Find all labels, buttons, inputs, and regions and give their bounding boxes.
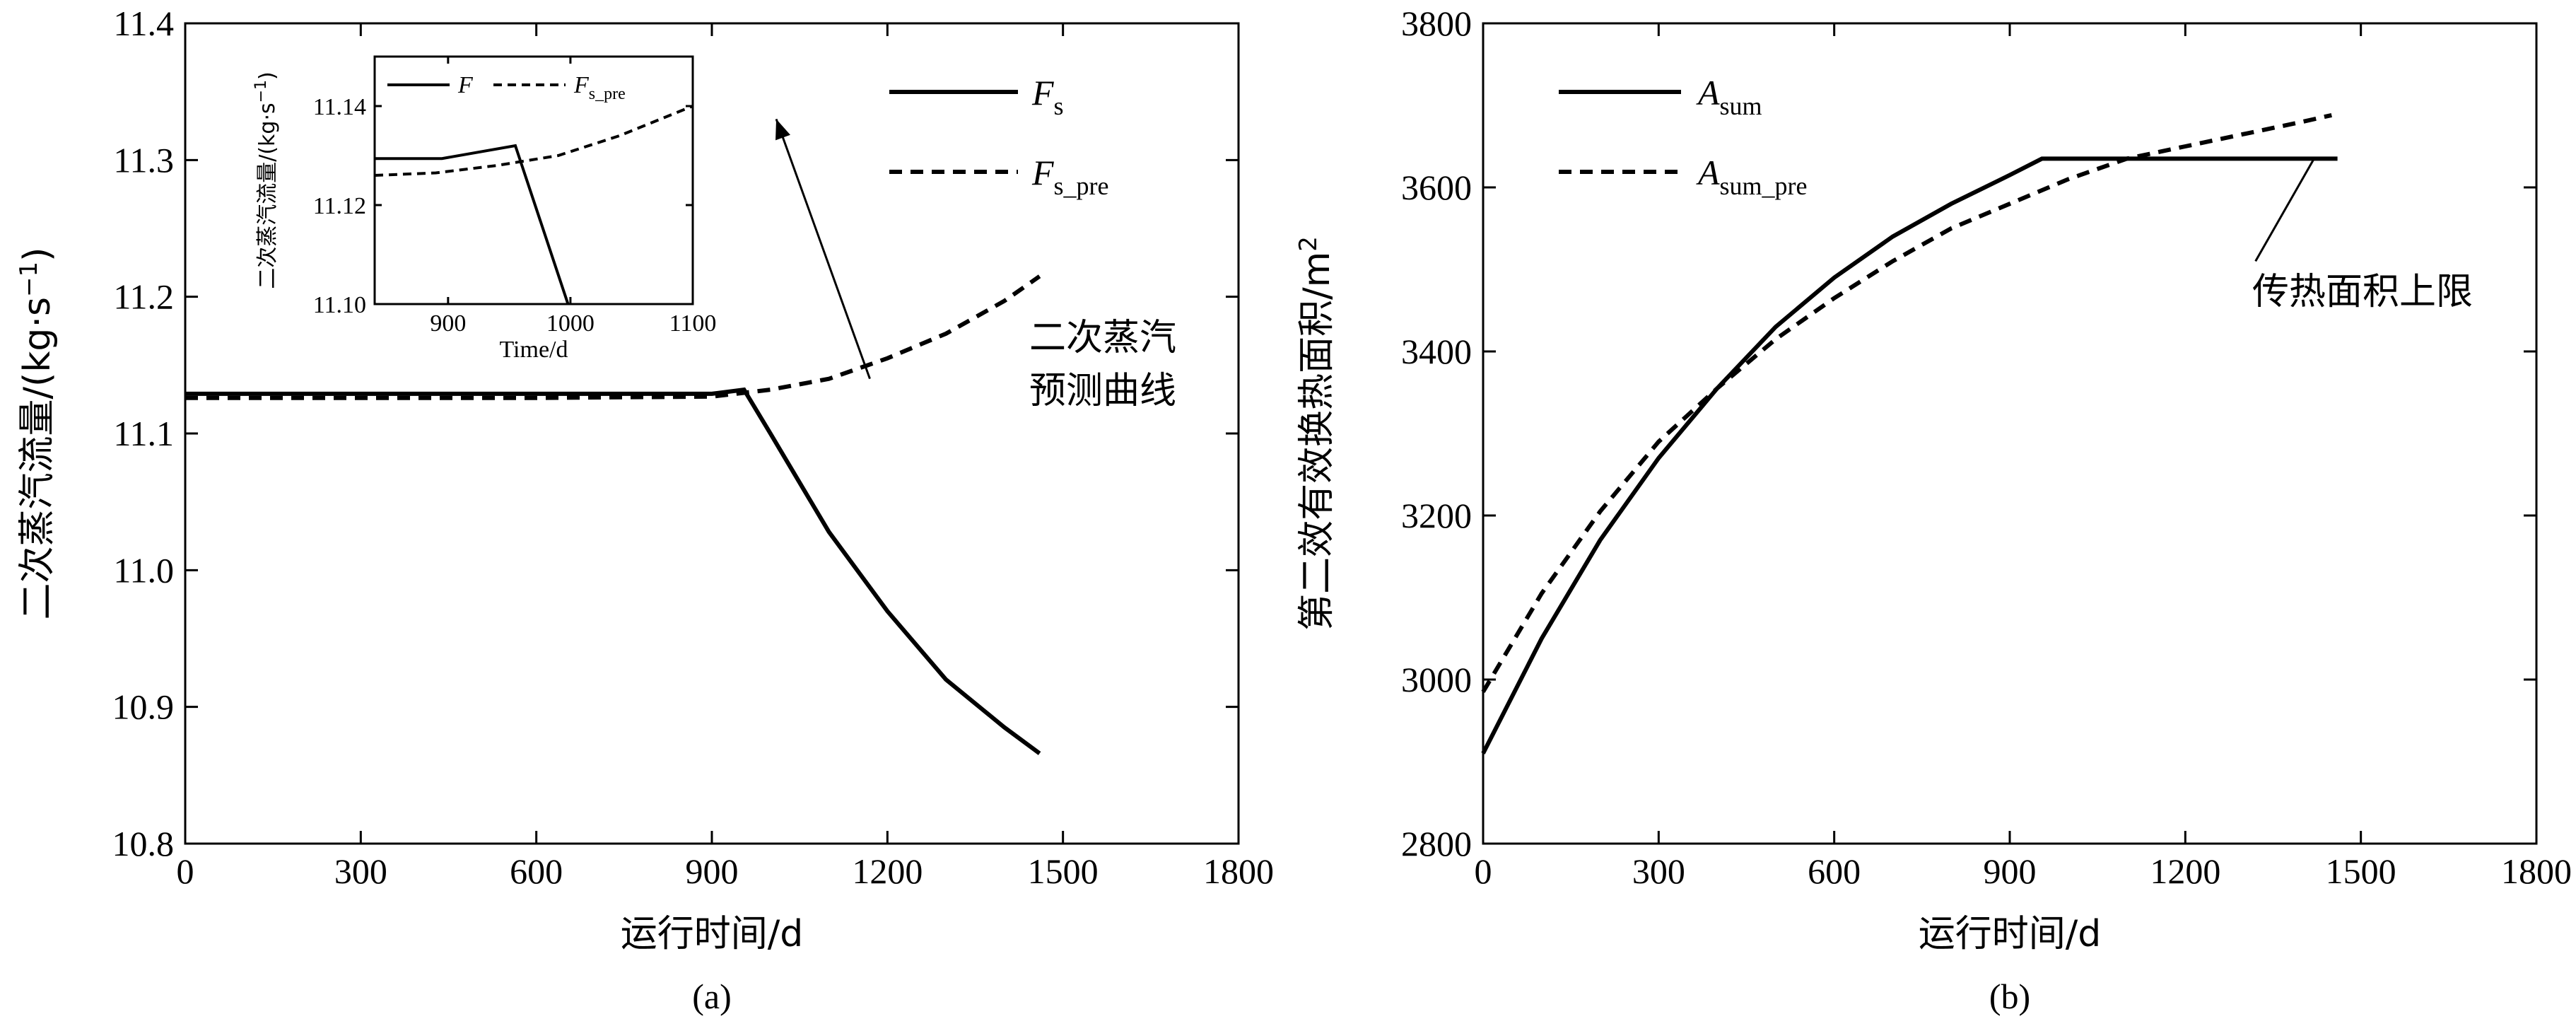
panel-b-series: [1481, 112, 2338, 755]
legend-main: F: [1031, 153, 1054, 192]
panel-a-ticks: 0 300 600 900 1200 1500 1800 10.8 10.9 11.0 11.1 11…: [112, 4, 1275, 891]
inset-frame: [373, 55, 694, 305]
inset-legend-label-2: Fs_pre: [573, 72, 626, 103]
y-tick-label: 10.8: [112, 824, 175, 863]
inset-series-line: [375, 144, 570, 305]
x-tick-label: 900: [686, 851, 739, 891]
inset-y-tick-label: 11.14: [313, 94, 366, 120]
panel-a-ylabel-main: 二次蒸汽流量/(kg·s: [16, 297, 59, 620]
y-tick-label: 11.0: [113, 550, 174, 590]
legend-sub: s_pre: [1054, 172, 1109, 200]
panel-b-ylabel: 第二效有效换热面积/m2: [1294, 236, 1338, 631]
legend-sub: s: [1054, 92, 1064, 120]
x-tick-label: 300: [1632, 851, 1685, 891]
inset-x-tick-label: 1000: [546, 310, 595, 337]
annotation-pointer: [2254, 158, 2315, 262]
x-tick-label: 1800: [2501, 851, 2572, 891]
panel-b-caption: (b): [1989, 977, 2030, 1016]
legend-main: A: [1696, 73, 1720, 112]
x-tick-label: 1200: [2150, 851, 2220, 891]
inset-x-tick-label: 1100: [669, 310, 717, 337]
x-tick-label: 1800: [1203, 851, 1274, 891]
annotation-arrow-head: [775, 119, 790, 141]
y-tick-label: 3400: [1401, 332, 1472, 371]
legend-label-Asum: Asum: [1696, 73, 1762, 120]
panel-a-frame: [184, 22, 1240, 845]
panel-b-ylabel-main: 第二效有效换热面积/m: [1296, 252, 1338, 631]
y-tick-label: 11.4: [113, 4, 174, 43]
inset-ylabel-close: ): [255, 71, 280, 80]
x-tick-label: 300: [334, 851, 387, 891]
panel-a-xlabel: 运行时间/d: [621, 913, 804, 955]
x-tick-label: 1200: [852, 851, 923, 891]
x-tick-label: 600: [1808, 851, 1861, 891]
y-tick-label: 10.9: [112, 687, 175, 727]
y-tick-label: 11.3: [113, 140, 174, 180]
inset-series-line: [374, 105, 693, 177]
panel-b-annotation: 传热面积上限: [2252, 158, 2473, 313]
y-tick-label: 11.2: [113, 277, 174, 317]
series-line-Asum_pre: [1481, 112, 2332, 693]
series-line-Fs: [185, 387, 1041, 755]
panel-a-ylabel-close: ): [16, 247, 59, 262]
panel-b-frame: [1482, 22, 2538, 845]
annotation-arrow-shaft: [775, 118, 871, 380]
panel-a-ylabel-sup: −1: [15, 262, 43, 297]
inset-legend-main: F: [573, 72, 590, 98]
x-tick-label: 0: [177, 851, 194, 891]
inset-legend-sub: s_pre: [589, 85, 626, 103]
legend-label-Asum_pre: Asum_pre: [1696, 153, 1808, 200]
y-tick-label: 3200: [1401, 496, 1472, 535]
inset-xlabel: Time/d: [499, 337, 568, 363]
legend-main: A: [1696, 153, 1720, 192]
x-tick-label: 900: [1984, 851, 2037, 891]
series-line-Asum: [1481, 156, 2338, 755]
legend-label-Fs_pre: Fs_pre: [1031, 153, 1109, 200]
x-tick-label: 1500: [2326, 851, 2396, 891]
inset-y-tick-label: 11.10: [313, 292, 366, 318]
panel-b: 0 300 600 900 1200 1500 1800 2800 3000 3200 3400 36…: [1294, 4, 2572, 1016]
x-tick-label: 600: [510, 851, 563, 891]
legend-main: F: [1031, 73, 1054, 112]
legend-sub: sum_pre: [1720, 172, 1808, 200]
inset-ylabel-main: 二次蒸汽流量/(kg·s: [255, 103, 280, 289]
panel-b-ticks: 0 300 600 900 1200 1500 1800 2800 3000 3200 3400 36…: [1401, 4, 2572, 891]
panel-b-ylabel-sup: 2: [1294, 236, 1323, 252]
panel-b-xlabel: 运行时间/d: [1919, 913, 2102, 955]
panel-a-caption: (a): [692, 977, 732, 1016]
inset-legend-label-1: F: [457, 72, 474, 98]
inset-x-tick-label: 900: [430, 310, 466, 337]
x-tick-label: 0: [1475, 851, 1492, 891]
y-tick-label: 11.1: [113, 414, 174, 453]
inset-ylabel-sup: −1: [252, 80, 270, 103]
panel-a-series: [185, 274, 1041, 755]
y-tick-label: 3600: [1401, 168, 1472, 207]
legend-label-Fs: Fs: [1031, 73, 1064, 120]
panel-a-ylabel: 二次蒸汽流量/(kg·s−1): [15, 247, 59, 620]
annotation-line-1: 二次蒸汽: [1029, 317, 1176, 359]
panel-a: 0 300 600 900 1200 1500 1800 10.8 10.9 11.0 11.1 11…: [15, 4, 1274, 1016]
legend-sub: sum: [1720, 92, 1762, 120]
annotation-line-2: 预测曲线: [1029, 370, 1176, 412]
y-tick-label: 3000: [1401, 660, 1472, 699]
inset-y-tick-label: 11.12: [313, 193, 366, 219]
y-tick-label: 3800: [1401, 4, 1472, 43]
series-line-Fs_pre: [185, 274, 1041, 400]
annotation-text: 传热面积上限: [2252, 271, 2473, 313]
x-tick-label: 1500: [1028, 851, 1099, 891]
y-tick-label: 2800: [1401, 824, 1472, 863]
inset-ylabel: 二次蒸汽流量/(kg·s−1): [252, 71, 280, 289]
